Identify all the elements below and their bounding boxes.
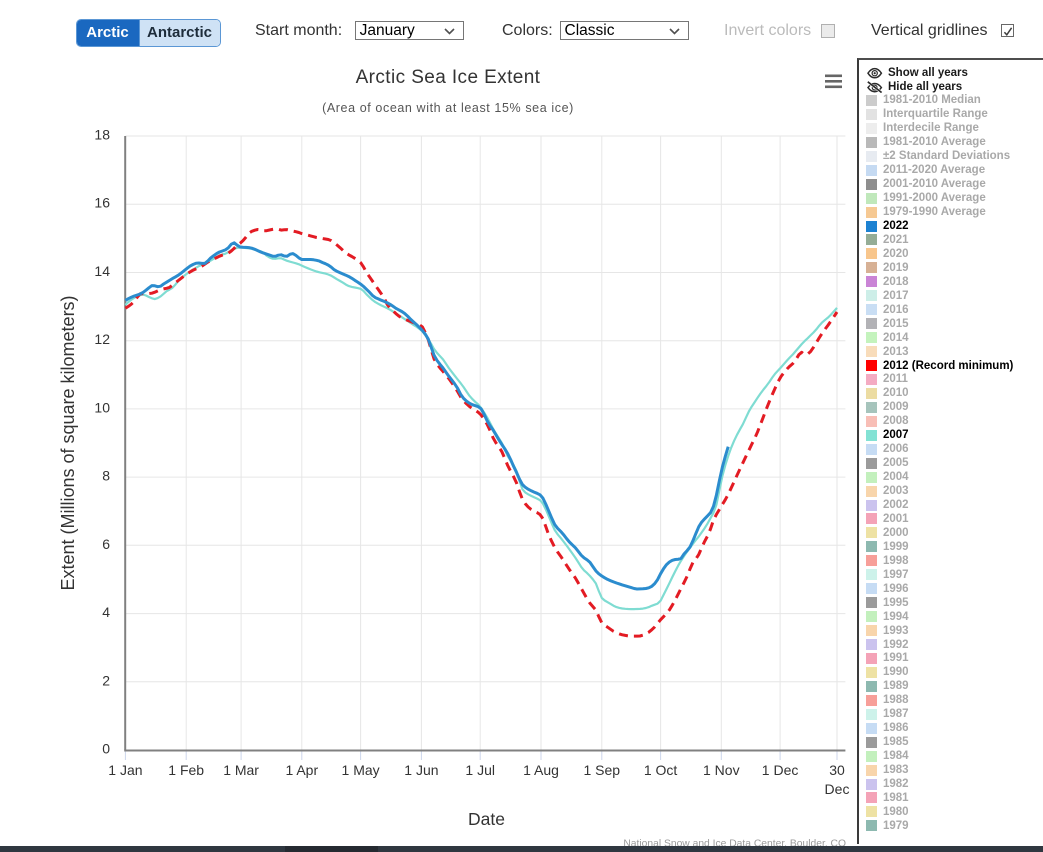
svg-text:1 Aug: 1 Aug	[523, 762, 559, 778]
svg-text:6: 6	[102, 536, 110, 552]
svg-text:Extent (Millions of square kil: Extent (Millions of square kilometers)	[58, 295, 78, 590]
svg-text:1 Sep: 1 Sep	[584, 762, 621, 778]
svg-text:1 Feb: 1 Feb	[168, 762, 204, 778]
svg-text:12: 12	[94, 331, 110, 347]
svg-text:2: 2	[102, 672, 110, 688]
svg-text:16: 16	[94, 195, 110, 211]
svg-text:8: 8	[102, 468, 110, 484]
svg-text:1 Jan: 1 Jan	[108, 762, 142, 778]
svg-text:1 Nov: 1 Nov	[703, 762, 740, 778]
svg-text:(Area of ocean with at least 1: (Area of ocean with at least 15% sea ice…	[322, 101, 574, 115]
svg-text:1 Dec: 1 Dec	[762, 762, 799, 778]
svg-text:4: 4	[102, 604, 110, 620]
svg-text:0: 0	[102, 741, 110, 757]
svg-text:14: 14	[94, 263, 110, 279]
svg-text:1 Oct: 1 Oct	[644, 762, 678, 778]
svg-text:10: 10	[94, 399, 110, 415]
svg-text:National Snow and Ice Data Cen: National Snow and Ice Data Center, Bould…	[623, 839, 846, 850]
svg-text:Arctic Sea Ice Extent: Arctic Sea Ice Extent	[356, 67, 541, 88]
svg-text:1 Apr: 1 Apr	[285, 762, 318, 778]
svg-text:30: 30	[829, 762, 845, 778]
svg-text:1 Mar: 1 Mar	[223, 762, 259, 778]
svg-text:1 May: 1 May	[342, 762, 380, 778]
svg-text:1 Jul: 1 Jul	[465, 762, 495, 778]
svg-text:18: 18	[94, 127, 110, 143]
svg-text:Dec: Dec	[825, 781, 850, 797]
svg-text:Date: Date	[468, 809, 505, 829]
svg-text:1 Jun: 1 Jun	[404, 762, 438, 778]
